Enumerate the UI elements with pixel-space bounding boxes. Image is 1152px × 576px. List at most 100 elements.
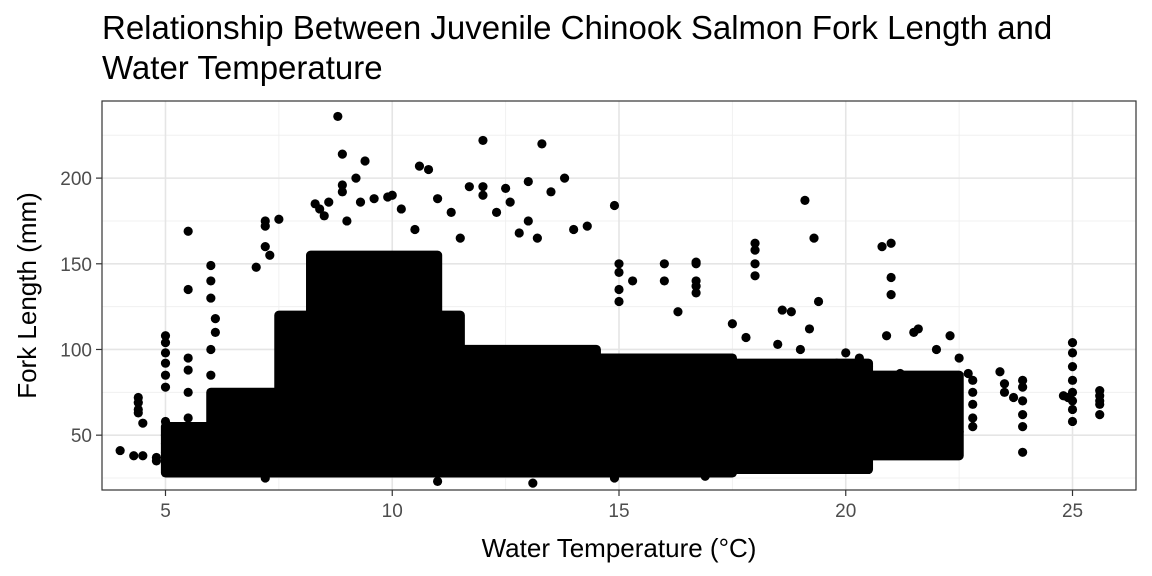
data-point [160, 338, 171, 348]
data-point [1018, 447, 1028, 457]
data-point [1018, 396, 1028, 406]
x-tick-label: 5 [160, 501, 171, 522]
data-point [183, 456, 193, 466]
data-point [160, 348, 171, 358]
data-point [804, 324, 815, 334]
data-point [491, 207, 502, 217]
data-point [133, 404, 143, 415]
data-point [464, 182, 474, 192]
data-point [210, 327, 220, 337]
data-point [265, 250, 275, 260]
data-point [183, 284, 193, 295]
data-point [968, 387, 978, 397]
data-point [628, 276, 638, 286]
data-point [337, 149, 347, 159]
data-point [863, 362, 874, 372]
chart-title: Relationship Between Juvenile Chinook Sa… [102, 9, 1053, 86]
data-point [423, 164, 434, 175]
data-points [115, 111, 1105, 488]
data-point [954, 353, 964, 363]
data-point [614, 259, 624, 269]
data-point [355, 197, 366, 207]
data-point [777, 305, 787, 315]
data-point [160, 447, 171, 457]
data-point [727, 319, 737, 329]
data-point [841, 348, 851, 358]
data-point [691, 259, 701, 269]
data-point [138, 451, 148, 461]
x-tick-label: 20 [835, 501, 856, 522]
data-point [963, 368, 973, 379]
data-point [1018, 409, 1028, 420]
data-point [1067, 387, 1078, 397]
data-point [1067, 348, 1078, 358]
data-point [673, 307, 683, 317]
data-point [514, 228, 524, 238]
data-point [795, 344, 806, 355]
data-point [260, 242, 270, 252]
data-point [886, 290, 896, 300]
data-point [206, 276, 216, 286]
data-point [614, 296, 624, 307]
data-point [129, 451, 139, 461]
dense-region-7 [841, 370, 964, 461]
data-point [183, 387, 193, 397]
data-point [750, 271, 760, 281]
data-point [260, 221, 270, 231]
data-point [396, 204, 406, 214]
data-point [138, 418, 148, 428]
y-tick-label: 200 [60, 169, 92, 190]
data-point [968, 399, 978, 409]
data-point [1095, 409, 1105, 420]
data-point [1018, 375, 1028, 385]
dense-region-6 [705, 358, 874, 475]
data-point [773, 339, 783, 349]
data-point [324, 197, 334, 207]
data-point [160, 416, 171, 427]
data-point [1095, 399, 1105, 409]
data-point [260, 473, 270, 483]
data-point [1067, 396, 1078, 406]
data-point [741, 332, 751, 343]
data-point [945, 331, 955, 341]
data-point [546, 187, 556, 197]
data-point [559, 173, 570, 183]
data-point [387, 190, 397, 200]
data-point [537, 139, 547, 149]
x-tick-label: 15 [608, 501, 629, 522]
data-point [206, 260, 216, 271]
data-point [478, 182, 488, 192]
data-point [1018, 421, 1028, 432]
data-point [809, 233, 819, 243]
data-point [1008, 392, 1019, 403]
data-point [319, 211, 329, 221]
data-point [813, 296, 824, 307]
data-point [160, 358, 171, 368]
data-point [523, 216, 533, 226]
data-point [206, 344, 216, 355]
data-point [183, 433, 193, 444]
dense-region-5 [569, 353, 737, 478]
data-point [160, 331, 171, 341]
data-point [432, 194, 443, 204]
data-point [886, 272, 896, 283]
data-point [750, 259, 760, 269]
data-point [895, 368, 905, 379]
data-point [333, 111, 343, 122]
data-point [609, 473, 620, 483]
data-point [995, 367, 1005, 377]
data-point [940, 433, 951, 444]
data-point [750, 245, 760, 255]
data-point [369, 194, 379, 204]
data-point [342, 216, 352, 226]
y-tick-label: 50 [71, 426, 92, 447]
y-axis-ticks: 50 100 150 200 [60, 169, 102, 447]
data-point [832, 358, 842, 368]
data-point [183, 353, 193, 363]
data-point [160, 439, 171, 449]
data-point [505, 197, 515, 207]
data-point [1018, 382, 1028, 392]
data-point [183, 226, 193, 236]
data-point [446, 207, 456, 217]
